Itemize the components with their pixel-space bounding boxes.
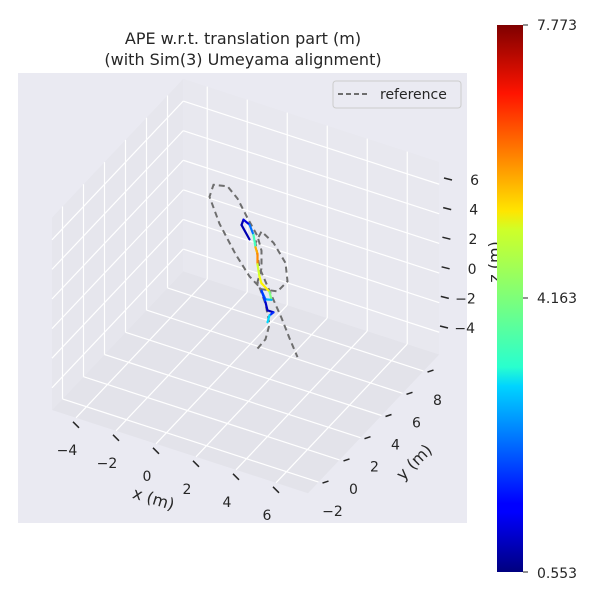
x-tick-mark: [152, 447, 160, 455]
grid-line-y: [125, 331, 382, 417]
y-tick-mark: [406, 391, 413, 396]
z-tick-label: 2: [468, 232, 477, 248]
y-tick-mark: [364, 435, 371, 440]
x-tick-label: 4: [223, 495, 232, 511]
y-tick-label: 4: [391, 438, 400, 454]
z-tick-mark: [440, 295, 449, 300]
grid-line-y: [167, 287, 424, 372]
estimate-segment: [254, 246, 259, 255]
legend-reference-label: reference: [380, 87, 447, 103]
estimate-segment: [266, 314, 271, 324]
chart-subtitle: (with Sim(3) Umeyama alignment): [104, 50, 381, 69]
estimate-segment: [256, 263, 261, 278]
colorbar-label-mid: 4.163: [537, 291, 577, 307]
colorbar-label-min: 0.553: [537, 566, 577, 582]
z-tick-label: 0: [468, 262, 477, 278]
z-tick-mark: [441, 266, 450, 270]
y-tick-mark: [385, 413, 392, 418]
x-tick-mark: [112, 434, 120, 442]
y-tick-mark: [427, 369, 434, 373]
estimate-trajectory: [240, 218, 275, 324]
grid-line-x: [75, 278, 208, 419]
y-tick-mark: [343, 458, 350, 462]
estimate-segment: [242, 218, 251, 226]
y-tick-mark: [322, 480, 329, 484]
x-tick-label: 6: [263, 508, 272, 524]
grid-line-z: [51, 130, 184, 270]
grid-line-z: [183, 248, 440, 333]
estimate-segment: [248, 223, 255, 236]
z-tick-label: 6: [470, 173, 479, 189]
z-tick-mark: [439, 325, 449, 329]
x-tick-label: −2: [97, 456, 118, 472]
z-tick-mark: [443, 206, 452, 211]
grid-line-z: [183, 130, 440, 215]
chart-title: APE w.r.t. translation part (m): [125, 29, 361, 48]
estimate-segment: [260, 282, 271, 293]
grid-line-x: [155, 304, 288, 445]
grid-lines: [51, 86, 440, 484]
colorbar-label-max: 7.773: [537, 18, 577, 34]
grid-line-y: [104, 353, 361, 439]
x-tick-mark: [72, 421, 80, 429]
z-tick-label: −2: [455, 291, 476, 307]
grid-line-z: [183, 218, 440, 304]
estimate-segment: [260, 289, 267, 304]
grid-line-z: [51, 100, 184, 241]
estimate-segment: [264, 301, 269, 312]
x-tick-label: 0: [143, 469, 152, 485]
y-tick-label: 0: [349, 482, 358, 498]
grid-line-z: [183, 159, 440, 245]
y-tick-label: 6: [412, 415, 421, 431]
y-tick-label: 8: [433, 393, 442, 409]
tick-marks: [72, 177, 453, 494]
grid-line-y: [146, 309, 403, 394]
z-tick-mark: [442, 236, 451, 240]
floor-pane: [52, 271, 440, 494]
z-tick-mark: [443, 177, 453, 181]
x-tick-mark: [272, 486, 280, 494]
z-tick-label: −4: [454, 321, 475, 337]
grid-line-x: [195, 317, 328, 458]
y-tick-label: 2: [370, 460, 379, 476]
grid-line-y: [62, 398, 319, 483]
grid-line-z: [51, 248, 184, 389]
grid-line-z: [183, 189, 440, 274]
x-tick-label: 2: [183, 482, 192, 498]
legend: reference: [332, 80, 462, 109]
grid-line-x: [275, 343, 408, 484]
estimate-segment: [258, 275, 263, 285]
x-tick-mark: [232, 473, 240, 481]
estimate-segment: [268, 290, 273, 301]
z-tick-label: 4: [469, 203, 478, 219]
legend-box: [332, 80, 462, 109]
grid-line-z: [51, 189, 184, 330]
left-pane: [52, 78, 184, 410]
x-tick-label: −4: [57, 443, 78, 459]
colorbar: 7.773 4.163 0.553: [497, 18, 577, 582]
grid-line-z: [51, 219, 184, 359]
grid-line-z: [51, 159, 184, 300]
estimate-segment: [252, 233, 257, 249]
colorbar-gradient: [497, 25, 523, 572]
grid-line-z: [183, 100, 440, 185]
y-tick-label: −2: [322, 504, 343, 520]
grid-line-x: [235, 330, 368, 471]
estimate-segment: [240, 223, 251, 241]
grid-line-y: [83, 376, 340, 461]
x-tick-mark: [192, 460, 200, 468]
grid-line-x: [115, 291, 248, 432]
